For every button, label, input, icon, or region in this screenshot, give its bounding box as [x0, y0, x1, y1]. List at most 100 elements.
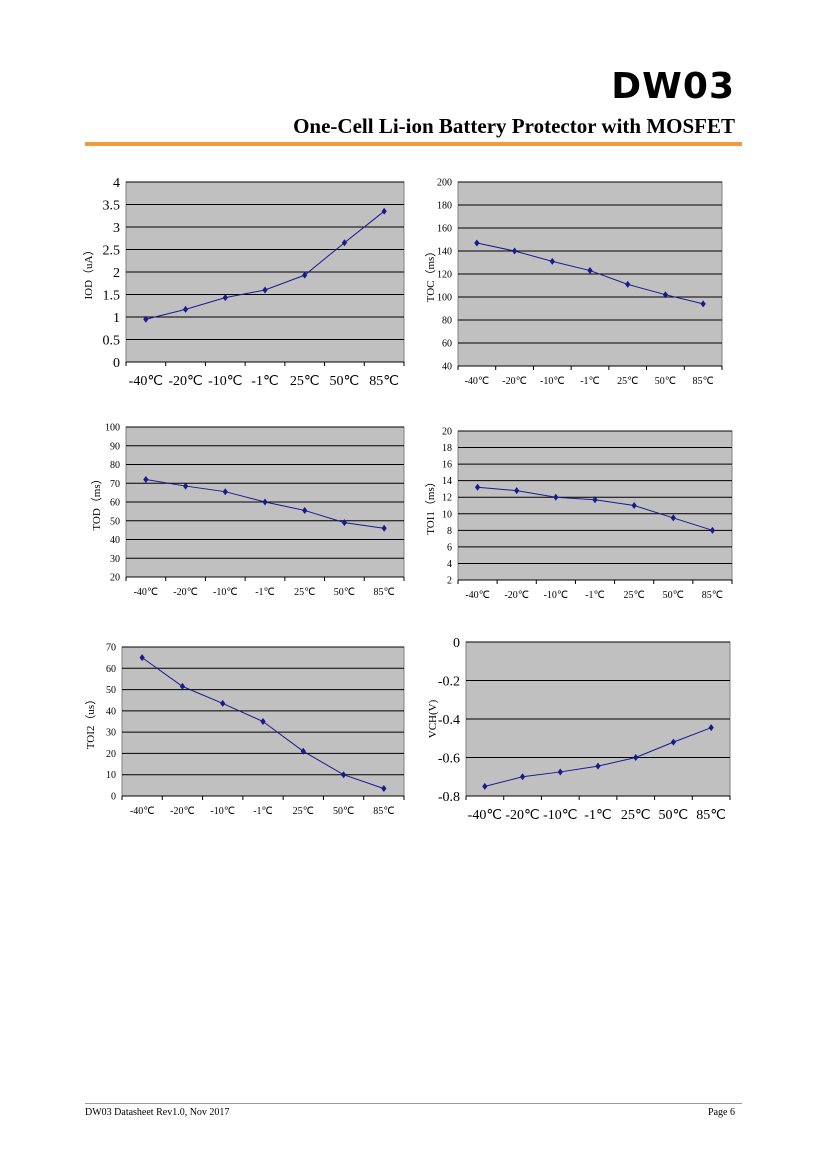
document-subtitle: One-Cell Li-ion Battery Protector with M… — [293, 114, 735, 138]
data-point — [587, 267, 593, 275]
y-tick-label: 1.5 — [103, 288, 121, 303]
x-tick-label: -10℃ — [208, 374, 242, 389]
data-point — [381, 207, 387, 215]
y-tick-label: 30 — [110, 554, 120, 565]
data-point — [182, 305, 189, 313]
header-divider — [85, 142, 742, 146]
data-point — [262, 286, 268, 294]
x-tick-label: -20℃ — [173, 587, 198, 598]
data-point — [222, 488, 228, 496]
y-tick-label: 2 — [447, 576, 452, 587]
x-tick-label: -40℃ — [129, 374, 163, 389]
y-tick-label: 160 — [437, 224, 452, 235]
y-tick-label: 0 — [453, 636, 460, 651]
data-point — [300, 747, 306, 755]
x-tick-label: -20℃ — [168, 374, 202, 389]
y-tick-label: -0.6 — [438, 751, 460, 766]
y-axis-label: TOC（ms） — [424, 246, 437, 303]
y-tick-label: 140 — [437, 247, 452, 258]
x-tick-label: -10℃ — [544, 590, 569, 601]
x-tick-label: -20℃ — [170, 806, 195, 817]
x-tick-label: -1℃ — [585, 590, 605, 601]
data-point — [595, 762, 601, 770]
data-point — [381, 524, 387, 532]
data-point — [260, 718, 266, 725]
y-tick-label: 50 — [106, 685, 116, 696]
data-point — [708, 724, 714, 732]
chart-5: 0 10 20 30 40 50 60 70 -40℃ -20℃ -10℃ -1℃ 25℃ 50℃ 85℃ T… — [84, 643, 405, 817]
x-tick-label: 50℃ — [659, 808, 689, 823]
chart-2: 40 60 80 100 120 140 160 180 200 -40℃ -20℃ -10℃ -1℃ 2… — [424, 178, 723, 387]
data-point — [182, 482, 189, 490]
x-tick-label: 50℃ — [330, 374, 360, 389]
y-axis-label: TOD（ms） — [90, 473, 103, 530]
y-tick-label: 2 — [113, 266, 120, 281]
y-axis-label: TOI1（ms） — [424, 476, 437, 534]
data-point — [519, 773, 526, 781]
data-point — [482, 782, 488, 790]
y-tick-label: 20 — [106, 749, 116, 760]
y-tick-label: 90 — [110, 441, 120, 452]
y-tick-label: 50 — [110, 516, 120, 527]
y-tick-label: 12 — [442, 493, 452, 504]
data-point — [143, 315, 149, 323]
y-axis-label: VCH(V) — [427, 699, 439, 738]
data-point — [514, 487, 520, 495]
y-tick-label: 0 — [111, 792, 116, 803]
y-tick-label: 20 — [110, 573, 120, 584]
data-point — [631, 502, 637, 509]
y-tick-label: 180 — [437, 201, 452, 212]
x-tick-label: 25℃ — [294, 587, 315, 598]
x-tick-label: -1℃ — [251, 374, 278, 389]
chart-4: 2 4 6 8 10 12 14 16 18 20 -40℃ -20℃ -10℃ -1℃ 25℃ 50℃ 85℃… — [424, 427, 733, 601]
y-tick-label: 4 — [447, 559, 452, 570]
x-tick-label: -40℃ — [468, 808, 502, 823]
x-tick-label: 85℃ — [702, 590, 723, 601]
y-tick-label: 70 — [110, 479, 120, 490]
data-point — [670, 738, 677, 746]
x-tick-label: -1℃ — [253, 806, 273, 817]
y-tick-label: -0.4 — [438, 713, 460, 728]
x-tick-label: -1℃ — [584, 808, 611, 823]
x-tick-label: 85℃ — [696, 808, 726, 823]
x-tick-label: -10℃ — [540, 376, 565, 387]
x-tick-label: 85℃ — [693, 376, 714, 387]
y-tick-label: 6 — [447, 542, 452, 553]
y-tick-label: 60 — [442, 339, 452, 350]
x-tick-label: 25℃ — [624, 590, 645, 601]
y-tick-label: 18 — [442, 443, 452, 454]
plot-area — [457, 430, 733, 581]
x-tick-label: 85℃ — [374, 587, 395, 598]
y-tick-label: 10 — [106, 770, 116, 781]
data-point — [262, 498, 268, 506]
data-point — [549, 257, 555, 265]
x-tick-label: 50℃ — [663, 590, 684, 601]
x-tick-label: -1℃ — [580, 376, 600, 387]
data-point — [302, 271, 308, 279]
x-tick-label: -40℃ — [465, 590, 490, 601]
y-axis-label: IOD（uA） — [82, 245, 95, 300]
y-tick-label: 2.5 — [103, 243, 121, 258]
data-point — [341, 239, 348, 247]
y-tick-label: 40 — [106, 706, 116, 717]
data-point — [670, 514, 676, 522]
x-tick-label: 25℃ — [621, 808, 651, 823]
x-tick-label: 85℃ — [373, 806, 394, 817]
data-point — [179, 682, 186, 690]
data-point — [474, 483, 481, 491]
chart-6: -0.8 -0.6 -0.4 -0.2 0 -40℃ -20℃ -10℃ -1℃ 25℃ 50℃ 85… — [427, 636, 731, 823]
y-tick-label: 40 — [442, 362, 452, 373]
data-point — [381, 785, 387, 793]
x-tick-label: -40℃ — [134, 587, 159, 598]
chart-1: 0 0.5 1 1.5 2 2.5 3 3.5 4 -40℃ -20℃ -10℃ -1℃ 25℃ 50℃ 85… — [82, 176, 405, 389]
y-tick-label: 120 — [437, 270, 452, 281]
data-point — [662, 291, 669, 299]
x-tick-label: 25℃ — [290, 374, 320, 389]
data-point — [553, 493, 559, 501]
x-tick-label: 50℃ — [334, 587, 355, 598]
data-point — [139, 654, 145, 662]
data-point — [511, 247, 518, 255]
x-tick-label: -40℃ — [465, 376, 490, 387]
y-tick-label: -0.2 — [438, 674, 460, 689]
